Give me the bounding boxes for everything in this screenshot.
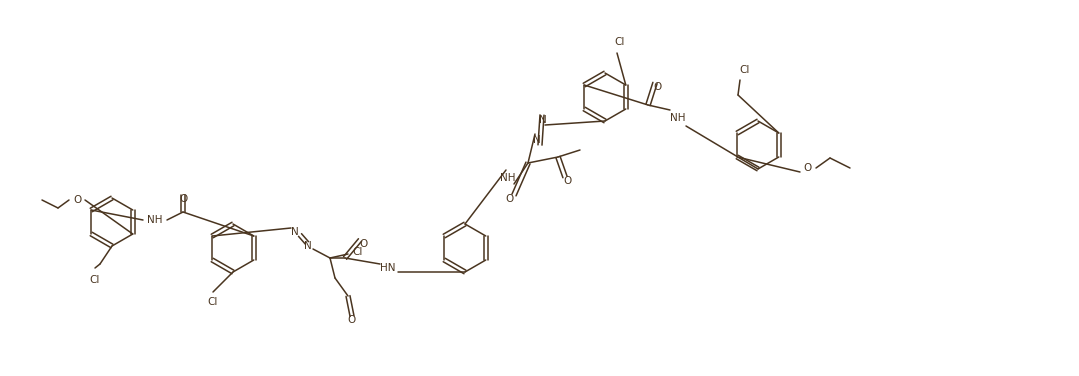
Text: O: O	[563, 176, 571, 186]
Text: NH: NH	[501, 173, 516, 183]
Text: O: O	[73, 195, 81, 205]
Text: Cl: Cl	[740, 65, 750, 75]
Text: O: O	[179, 194, 187, 204]
Text: N: N	[304, 241, 312, 251]
Text: N: N	[291, 227, 299, 237]
Text: O: O	[359, 239, 367, 249]
Text: O: O	[653, 82, 661, 92]
Text: O: O	[804, 163, 812, 173]
Text: O: O	[347, 315, 356, 325]
Text: Cl: Cl	[90, 275, 100, 285]
Text: Cl: Cl	[208, 297, 218, 307]
Text: N: N	[540, 115, 547, 125]
Text: NH: NH	[147, 215, 163, 225]
Text: NH: NH	[670, 113, 686, 123]
Text: Cl: Cl	[353, 247, 364, 257]
Text: O: O	[506, 194, 514, 204]
Text: Cl: Cl	[615, 37, 625, 47]
Text: HN: HN	[380, 263, 396, 273]
Text: N: N	[533, 135, 541, 145]
